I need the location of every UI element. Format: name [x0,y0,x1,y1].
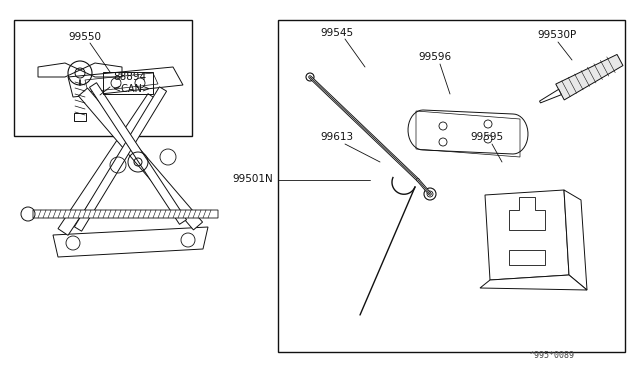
Bar [509,250,545,265]
Text: 99550: 99550 [68,32,101,42]
Bar [74,113,86,121]
Polygon shape [564,190,587,290]
Text: 99545: 99545 [320,28,353,38]
Text: ^995*0089: ^995*0089 [530,351,575,360]
Bar [278,20,625,352]
Text: 99613: 99613 [320,132,353,142]
Polygon shape [480,275,587,290]
Text: <CAN>: <CAN> [113,84,150,94]
Polygon shape [58,94,158,235]
Polygon shape [556,54,623,100]
Text: 99530P: 99530P [537,30,576,40]
Text: 99501N: 99501N [232,174,273,184]
Polygon shape [79,88,202,230]
Polygon shape [74,87,166,231]
Text: 99595: 99595 [470,132,503,142]
Polygon shape [540,89,561,103]
Bar [103,72,153,94]
FancyBboxPatch shape [33,210,218,218]
Bar [14,20,192,136]
Text: 88894: 88894 [113,72,146,82]
Polygon shape [90,83,186,224]
Text: 99596: 99596 [418,52,451,62]
